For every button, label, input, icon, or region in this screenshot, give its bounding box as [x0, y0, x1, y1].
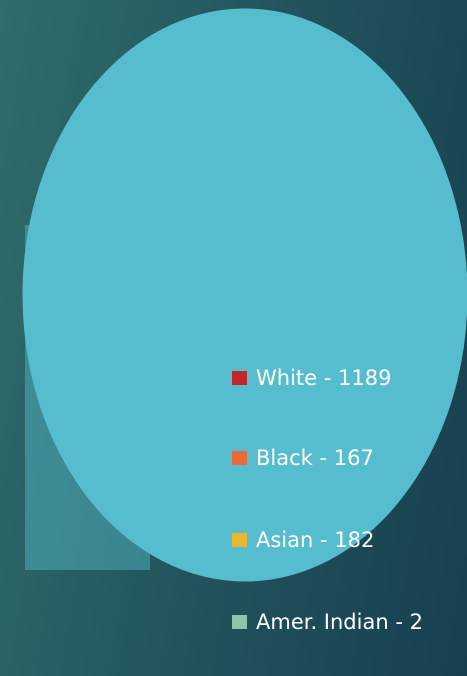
- pie-slice: [24, 85, 247, 296]
- pie-slice: [242, 8, 246, 296]
- legend-label: White - 1189: [256, 366, 392, 390]
- legend-swatch: [232, 615, 247, 629]
- legend-item: Black - 167: [232, 442, 431, 474]
- legend-swatch: [232, 533, 247, 547]
- legend-item: Asian - 182: [232, 524, 431, 556]
- legend-item: Amer. Indian - 2: [232, 606, 431, 638]
- legend-swatch: [232, 371, 247, 385]
- legend-swatch: [232, 451, 247, 465]
- legend-label: Amer. Indian - 2: [256, 610, 423, 634]
- legend-item: White - 1189: [232, 362, 431, 394]
- pie-slice: [92, 8, 246, 297]
- legend-label: Black - 167: [256, 446, 374, 470]
- legend-label: Asian - 182: [256, 528, 375, 552]
